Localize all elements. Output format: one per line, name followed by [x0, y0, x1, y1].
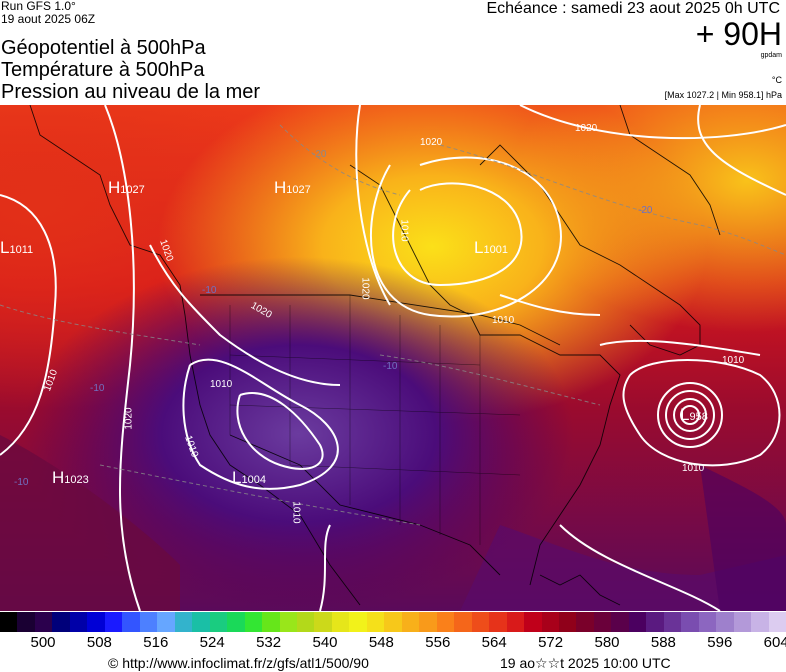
colorbar-swatch	[733, 612, 752, 632]
colorbar-tick-label: 532	[256, 634, 282, 651]
colorbar-tick-label: 588	[650, 634, 676, 651]
colorbar-swatch	[279, 612, 297, 632]
colorbar-swatch	[419, 612, 437, 632]
colorbar-tick-label: 596	[707, 634, 733, 651]
colorbar-swatch	[34, 612, 53, 632]
max-min-pressure: [Max 1027.2 | Min 958.1] hPa	[664, 90, 782, 100]
colorbar-swatch	[69, 612, 88, 632]
lead-time: + 90H	[695, 16, 782, 52]
colorbar-ticks: 500 508 516 524 532 540 548 556 564 572 580 588 596 6…	[0, 634, 786, 654]
colorbar-tick-label: 516	[143, 634, 169, 651]
colorbar-swatch	[87, 612, 105, 632]
colorbar-tick-label: 548	[368, 634, 394, 651]
pressure-center-l-1: L1011	[0, 238, 34, 257]
colorbar-tick-label: 508	[86, 634, 112, 651]
colorbar-tick-label: 556	[425, 634, 451, 651]
footer-timestamp: 19 ao☆☆t 2025 10:00 UTC	[500, 655, 671, 671]
colorbar-swatch	[52, 612, 70, 632]
forecast-map: H1027 H1027 L1011 L1001 H1023 L1004 L958…	[0, 104, 786, 612]
colorbar-swatch	[611, 612, 629, 632]
colorbar-tick-label: 572	[538, 634, 564, 651]
colorbar-swatch	[227, 612, 245, 632]
colorbar-swatch	[593, 612, 612, 632]
colorbar-swatch	[296, 612, 315, 632]
colorbar-swatch	[314, 612, 332, 632]
isobar-label: 1020	[359, 277, 371, 300]
temperature-label: -20	[312, 149, 327, 160]
temperature-label: -10	[90, 383, 105, 394]
colorbar-swatch	[122, 612, 140, 632]
pressure-center-h-2: H1027	[274, 178, 311, 197]
temperature-label: -10	[202, 285, 217, 296]
title-pressure: Pression au niveau de la mer	[1, 81, 261, 103]
colorbar-swatch	[768, 612, 786, 632]
source-url: © http://www.infoclimat.fr/z/gfs/atl1/50…	[108, 655, 369, 671]
colorbar-swatch	[157, 612, 175, 632]
colorbar-swatch	[698, 612, 717, 632]
colorbar-swatch	[244, 612, 263, 632]
isobar-label: 1010	[398, 219, 410, 242]
colorbar-swatch	[174, 612, 193, 632]
colorbar-swatch	[192, 612, 210, 632]
colorbar-swatch	[524, 612, 542, 632]
pressure-center-h-3: H1023	[52, 468, 89, 487]
isobar-label: 1020	[420, 137, 443, 148]
isobar-label: 1020	[575, 123, 598, 134]
colorbar-swatch	[17, 612, 35, 632]
title-temperature: Température à 500hPa	[1, 59, 205, 81]
colorbar-swatch	[366, 612, 385, 632]
isobar-label: 1010	[210, 379, 233, 390]
colorbar-swatch	[541, 612, 559, 632]
colorbar-swatch	[209, 612, 228, 632]
colorbar-swatch	[436, 612, 455, 632]
isobar-label: 1010	[722, 355, 745, 366]
colorbar-swatch	[646, 612, 664, 632]
colorbar-tick-label: 524	[199, 634, 225, 651]
colorbar-swatch	[576, 612, 594, 632]
colorbar-swatch	[681, 612, 699, 632]
echeance-label: Echéance : samedi 23 aout 2025 0h UTC	[486, 0, 780, 17]
colorbar-tick-label: 540	[312, 634, 338, 651]
colorbar-swatch	[454, 612, 472, 632]
colorbar-swatch	[331, 612, 350, 632]
run-label: Run GFS 1.0°	[1, 0, 76, 13]
colorbar-swatch	[506, 612, 525, 632]
colorbar-swatch	[751, 612, 769, 632]
pressure-center-h-1: H1027	[108, 178, 145, 197]
colorbar-swatch	[489, 612, 507, 632]
isobar-label: 1010	[492, 315, 515, 326]
colorbar	[0, 612, 786, 632]
colorbar-swatch	[262, 612, 280, 632]
colorbar-swatch	[104, 612, 123, 632]
title-geopotential: Géopotentiel à 500hPa	[1, 37, 206, 59]
isobar-label: 1010	[682, 463, 705, 474]
isobar-label: 1010	[290, 501, 302, 524]
colorbar-swatch	[628, 612, 647, 632]
colorbar-tick-label: 604	[763, 634, 786, 651]
temperature-label: -10	[14, 477, 29, 488]
colorbar-swatch	[139, 612, 158, 632]
colorbar-swatch	[0, 612, 18, 632]
pressure-center-l-4: L958	[680, 405, 708, 424]
colorbar-swatch	[559, 612, 577, 632]
colorbar-tick-label: 500	[30, 634, 56, 651]
colorbar-swatch	[716, 612, 734, 632]
pressure-center-l-2: L1001	[474, 238, 508, 257]
colorbar-swatch	[401, 612, 420, 632]
colorbar-tick-label: 564	[481, 634, 507, 651]
temperature-label: -20	[638, 205, 653, 216]
colorbar-swatch	[384, 612, 402, 632]
temperature-label: -10	[383, 361, 398, 372]
colorbar-swatch	[471, 612, 490, 632]
pressure-center-l-3: L1004	[232, 468, 266, 487]
unit-gpdam: gpdam	[760, 52, 782, 59]
isobar-label: 1020	[123, 407, 135, 430]
colorbar-tick-label: 580	[594, 634, 620, 651]
colorbar-swatch	[663, 612, 682, 632]
unit-celsius: °C	[771, 75, 782, 85]
run-date: 19 aout 2025 06Z	[1, 12, 96, 26]
colorbar-swatch	[349, 612, 367, 632]
